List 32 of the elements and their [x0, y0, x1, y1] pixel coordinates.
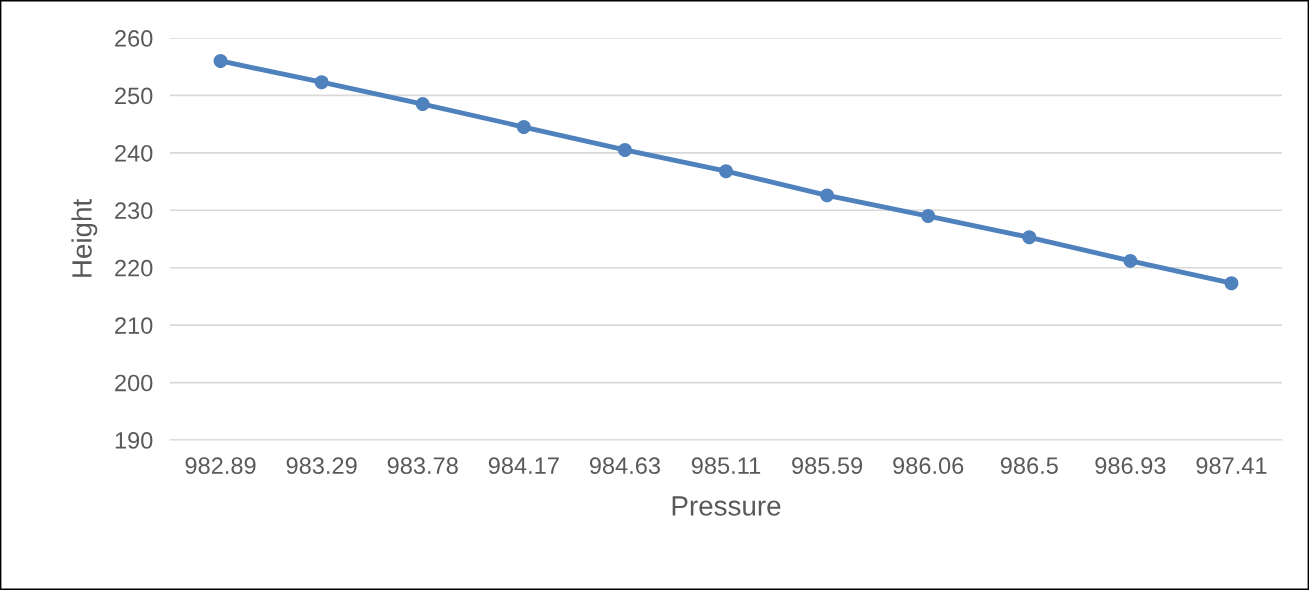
- y-tick-label: 260: [115, 30, 153, 47]
- point: [415, 97, 430, 111]
- x-tick-label: 986.5: [1000, 457, 1058, 475]
- x-tick-label: 983.78: [387, 457, 458, 475]
- x-tick-label: 983.29: [286, 457, 357, 475]
- point: [617, 143, 632, 157]
- point: [921, 209, 936, 223]
- x-tick-label: 985.11: [691, 457, 761, 475]
- point: [820, 188, 835, 203]
- x-tick-label: 985.59: [792, 457, 863, 475]
- y-axis-title: Height: [71, 199, 98, 277]
- x-tick-label: 986.93: [1095, 457, 1166, 475]
- y-tick-label: 220: [115, 259, 153, 277]
- point: [516, 120, 531, 134]
- point: [1123, 253, 1138, 268]
- point: [213, 54, 228, 68]
- y-tick-label: 240: [115, 144, 153, 162]
- x-tick-label: 984.63: [589, 457, 660, 475]
- x-tick-label: 982.89: [185, 457, 256, 475]
- point: [1224, 276, 1239, 291]
- x-tick-label: 987.41: [1196, 457, 1267, 475]
- y-tick-label: 200: [115, 374, 153, 392]
- y-tick-label: 250: [115, 87, 153, 105]
- y-tick-label: 190: [115, 432, 153, 449]
- y-tick-label: 210: [115, 317, 153, 334]
- x-tick-label: 986.06: [893, 457, 964, 475]
- x-tick-label: 984.17: [488, 457, 559, 475]
- y-tick-label: 230: [115, 202, 153, 220]
- point: [314, 75, 329, 90]
- x-axis-title: Pressure: [672, 496, 781, 516]
- point: [719, 164, 733, 179]
- point: [1022, 230, 1037, 245]
